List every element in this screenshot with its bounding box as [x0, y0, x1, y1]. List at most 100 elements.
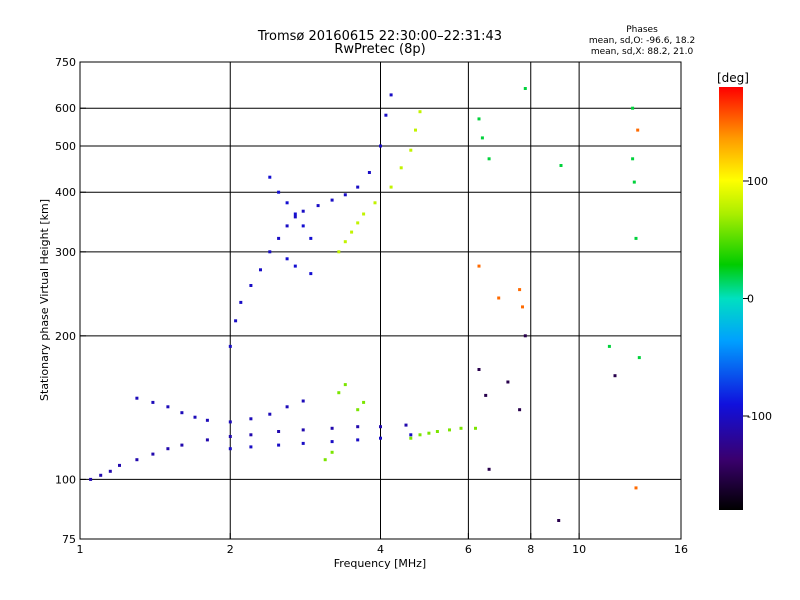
colorbar-label: [deg] [717, 71, 749, 85]
data-point [193, 415, 197, 419]
data-point [356, 408, 360, 412]
colorbar-tick-label: -100 [747, 410, 772, 423]
data-point [268, 175, 272, 179]
data-point [268, 250, 272, 254]
data-point [228, 447, 232, 451]
data-point [343, 193, 347, 197]
data-point [337, 391, 341, 395]
data-point [487, 467, 491, 471]
data-point [356, 185, 360, 189]
data-point [330, 198, 334, 202]
data-point [316, 204, 320, 208]
y-axis-label: Stationary phase Virtual Height [km] [38, 199, 51, 401]
chart-subtitle: RwPretec (8p) [334, 42, 425, 57]
data-point [285, 257, 289, 261]
data-point [362, 212, 366, 216]
data-point [228, 435, 232, 438]
data-point [330, 440, 334, 444]
x-tick-label: 10 [572, 543, 586, 556]
data-point [301, 428, 305, 432]
data-point [285, 224, 289, 228]
data-point [285, 405, 289, 409]
data-point [330, 450, 334, 454]
data-point [418, 110, 422, 114]
data-point [474, 426, 477, 430]
data-point [367, 171, 371, 174]
data-point [301, 399, 305, 403]
data-point [285, 201, 289, 205]
data-point [135, 458, 139, 462]
data-point [379, 144, 382, 148]
data-point [249, 284, 253, 287]
colorbar-ticks: 100 0 -100 [743, 175, 772, 423]
phases-x-line: mean, sd,X: 88.2, 21.0 [591, 47, 694, 57]
data-point [523, 87, 527, 90]
data-point [404, 423, 408, 427]
data-points [89, 87, 641, 522]
data-point [228, 420, 232, 424]
data-point [234, 319, 238, 323]
data-point [518, 288, 522, 292]
data-point [277, 443, 281, 447]
data-point [249, 417, 253, 421]
data-point [634, 486, 638, 490]
y-tick-label: 100 [55, 473, 76, 486]
x-tick-label: 4 [377, 543, 384, 556]
y-tick-label: 400 [55, 186, 76, 199]
x-axis: 1 2 4 6 8 10 16 [77, 533, 688, 556]
y-tick-label: 300 [55, 246, 76, 259]
data-point [607, 344, 611, 348]
data-point [118, 463, 121, 467]
data-point [414, 128, 417, 132]
data-point [277, 236, 281, 240]
data-point [384, 113, 388, 117]
data-point [418, 433, 422, 437]
x-axis-label: Frequency [MHz] [334, 557, 426, 570]
y-tick-label: 75 [62, 533, 76, 546]
data-point [362, 400, 366, 404]
x-tick-label: 2 [227, 543, 234, 556]
colorbar [719, 87, 743, 510]
data-point [166, 447, 170, 451]
x-tick-label: 1 [77, 543, 84, 556]
data-point [309, 272, 313, 276]
data-point [389, 93, 393, 97]
data-point [477, 264, 481, 268]
data-point [379, 425, 382, 429]
data-point [151, 452, 155, 456]
data-point [277, 430, 281, 433]
data-point [268, 412, 272, 416]
data-point [427, 431, 431, 435]
data-point [166, 405, 170, 409]
data-point [477, 368, 481, 371]
data-point [337, 250, 341, 254]
data-point [89, 477, 93, 481]
data-point [301, 441, 305, 445]
data-point [323, 458, 327, 462]
y-tick-label: 200 [55, 330, 76, 343]
data-point [239, 300, 243, 304]
data-point [309, 236, 313, 240]
data-point [205, 418, 209, 422]
data-point [497, 296, 501, 300]
data-point [259, 268, 262, 272]
data-point [180, 443, 184, 447]
data-point [350, 230, 354, 234]
data-point [99, 473, 103, 477]
data-point [523, 334, 527, 338]
data-point [409, 433, 413, 437]
data-point [634, 236, 638, 240]
data-point [356, 438, 360, 442]
data-point [632, 180, 636, 184]
x-tick-label: 16 [674, 543, 688, 556]
chart-title: Tromsø 20160615 22:30:00–22:31:43 [257, 29, 502, 44]
data-point [484, 393, 488, 397]
data-point [409, 436, 413, 440]
y-tick-label: 600 [55, 102, 76, 115]
y-axis: 75 100 200 300 400 500 600 750 [55, 56, 86, 546]
data-point [487, 157, 491, 161]
data-point [521, 305, 524, 309]
y-tick-label: 500 [55, 140, 76, 153]
data-point [293, 215, 297, 219]
